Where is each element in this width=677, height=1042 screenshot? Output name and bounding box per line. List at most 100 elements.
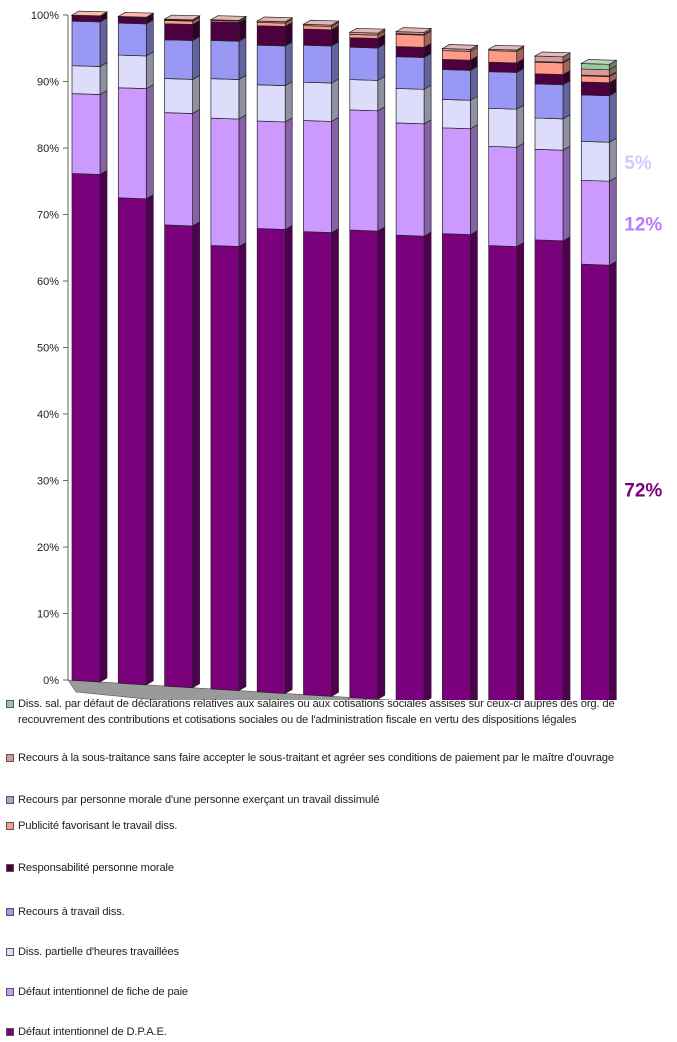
bar-segment-side — [562, 114, 571, 151]
bar-stack — [533, 51, 572, 700]
legend-label: Recours par personne morale d'une person… — [18, 794, 380, 806]
bar-segment — [442, 98, 471, 130]
bar-segment — [534, 83, 564, 120]
bar-segment — [256, 44, 286, 86]
bar-segment-side — [192, 35, 200, 80]
bar-segment — [442, 69, 471, 101]
y-tick-label: 10% — [37, 609, 59, 621]
bar-stack — [70, 10, 109, 683]
bar-segment — [164, 224, 193, 689]
bar-segment-side — [377, 75, 386, 112]
bar-top — [70, 10, 109, 17]
bar-segment-side — [470, 124, 478, 236]
bar-stack — [117, 12, 155, 686]
bar-segment — [488, 71, 518, 110]
bar-segment — [349, 37, 379, 49]
bar-segment — [442, 50, 471, 61]
bar-segment — [580, 81, 610, 97]
bar-segment — [303, 120, 332, 234]
y-tick-label: 60% — [37, 276, 59, 288]
bar-top — [255, 16, 294, 23]
bar-segment — [164, 78, 193, 114]
y-tick-label: 100% — [31, 10, 59, 22]
bar-segment-side — [99, 17, 108, 68]
bar-segment-side — [377, 226, 386, 700]
bar-segment — [71, 173, 101, 683]
bar-segment — [534, 117, 564, 151]
legend-item: Responsabilité personne morale — [6, 860, 674, 876]
bar-segment-side — [562, 145, 571, 242]
bar-segment — [488, 245, 518, 700]
bar-segment-side — [516, 242, 525, 700]
bar-segment-side — [145, 51, 154, 90]
bar-top — [302, 19, 340, 26]
bar-top — [348, 27, 387, 34]
legend-label: Défaut intentionnel de fiche de paie — [18, 986, 189, 998]
bar-segment-side — [470, 95, 478, 130]
bar-top — [533, 51, 572, 58]
bar-top — [163, 14, 201, 21]
bar-segment — [395, 234, 425, 700]
legend-item: Diss. sal. par défaut de déclarations re… — [6, 696, 674, 728]
bar-segment-side — [284, 117, 293, 231]
bar-segment-side — [192, 108, 200, 227]
bar-segment — [210, 117, 240, 247]
bar-segment — [164, 39, 193, 80]
bar-segment — [117, 54, 147, 89]
legend-label: Recours à travail diss. — [18, 906, 125, 918]
bar-segment-side — [284, 41, 293, 87]
bar-segment-side — [470, 65, 478, 101]
bar-segment-side — [608, 176, 617, 266]
legend-swatch — [6, 1028, 14, 1036]
bar-segment-side — [192, 221, 200, 689]
bar-segment-side — [284, 81, 293, 123]
legend-swatch — [6, 796, 14, 804]
bar-segment-side — [516, 142, 525, 248]
bar-segment-side — [238, 241, 247, 692]
legend: Diss. sal. par défaut de déclarations re… — [6, 696, 674, 1040]
bar-segment — [210, 78, 240, 120]
legend-item: Recours par personne morale d'une person… — [6, 792, 674, 808]
bar-segment — [442, 233, 471, 700]
y-tick-label: 90% — [37, 77, 59, 89]
bar-segment — [395, 56, 425, 90]
bar-segment-side — [377, 43, 386, 82]
bar-segment-side — [562, 236, 571, 700]
bar-segment-side — [331, 41, 339, 84]
bars-layer — [70, 10, 618, 700]
bar-segment-side — [608, 260, 617, 700]
bar-segment — [488, 107, 518, 148]
legend-label: Diss. partielle d'heures travaillées — [18, 946, 179, 958]
legend-swatch — [6, 948, 14, 956]
legend-item: Diss. partielle d'heures travaillées — [6, 944, 674, 960]
bar-segment — [349, 229, 379, 700]
bar-segment-side — [238, 114, 247, 248]
bar-segment — [164, 112, 193, 227]
bar-segment — [303, 81, 332, 122]
y-tick-label: 0% — [43, 675, 59, 687]
bar-segment — [488, 145, 518, 247]
legend-label: Publicité favorisant le travail diss. — [18, 820, 178, 832]
bar-segment — [117, 22, 147, 57]
bar-stack — [302, 19, 340, 697]
y-tick-label: 80% — [37, 143, 59, 155]
legend-swatch — [6, 908, 14, 916]
bar-segment — [256, 120, 286, 230]
bar-segment — [534, 239, 564, 700]
bar-segment-side — [331, 228, 339, 697]
bar-segment-side — [608, 91, 617, 143]
bar-segment — [210, 245, 240, 691]
bar-segment-side — [99, 169, 108, 683]
bar-top — [580, 59, 618, 65]
bar-segment — [580, 263, 610, 700]
bar-segment — [256, 84, 286, 123]
bar-segment-side — [562, 80, 571, 120]
bar-stack — [255, 16, 294, 695]
bar-stack — [487, 44, 525, 700]
bar-segment — [303, 44, 332, 84]
bar-segment-side — [470, 230, 478, 700]
bar-stack — [394, 27, 433, 700]
bar-segment-side — [423, 84, 432, 125]
bar-segment — [395, 88, 425, 125]
legend-item: Défaut intentionnel de fiche de paie — [6, 984, 674, 1000]
